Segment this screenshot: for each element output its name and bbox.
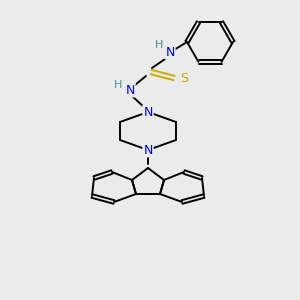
Text: N: N bbox=[143, 106, 153, 118]
Text: N: N bbox=[165, 46, 175, 59]
Text: H: H bbox=[114, 80, 122, 90]
Text: N: N bbox=[143, 143, 153, 157]
Text: N: N bbox=[125, 83, 135, 97]
Text: H: H bbox=[155, 40, 163, 50]
Text: S: S bbox=[180, 71, 188, 85]
